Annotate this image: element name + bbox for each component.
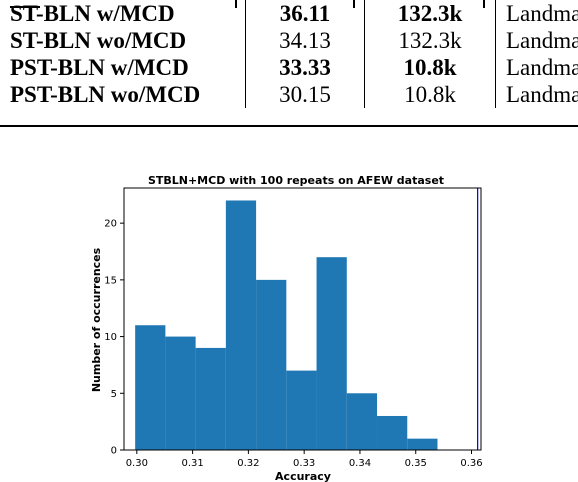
modality-cell: Landmar: [495, 0, 578, 27]
x-tick-label: 0.35: [405, 458, 427, 469]
method-cell: PST-BLN w/MCD: [10, 55, 189, 80]
histogram-bar: [346, 393, 378, 450]
params-cell: 132.3k: [364, 0, 496, 27]
params-cell: 10.8k: [364, 81, 496, 108]
x-tick-label: 0.32: [237, 458, 259, 469]
plot-frame: [123, 187, 482, 451]
table-row: PST-BLN wo/MCD 30.15 10.8k Landmar: [0, 81, 578, 108]
histogram-bar: [407, 438, 438, 450]
table-row: ST-BLN w/MCD 36.11 132.3k Landmar: [0, 0, 578, 27]
histogram-bar: [225, 200, 257, 450]
top-rule-fragment: [10, 6, 40, 8]
table-bottom-rule: [0, 125, 578, 127]
x-axis-ticks: 0.30 0.31 0.32 0.33 0.34 0.35 0.36: [126, 450, 483, 469]
histogram-bar: [256, 279, 287, 450]
method-cell: ST-BLN w/MCD: [10, 1, 175, 26]
x-tick-label: 0.31: [181, 458, 203, 469]
x-tick-label: 0.34: [349, 458, 371, 469]
modality-cell: Landmar: [495, 81, 578, 108]
x-tick-label: 0.36: [460, 458, 482, 469]
accuracy-cell: 30.15: [245, 81, 365, 108]
x-tick-label: 0.33: [293, 458, 315, 469]
histogram-bars: [135, 200, 438, 450]
histogram-bar: [195, 347, 226, 450]
accuracy-cell: 33.33: [245, 54, 365, 81]
histogram-bar: [316, 257, 347, 450]
method-cell: PST-BLN wo/MCD: [10, 82, 201, 107]
y-tick-label: 10: [104, 332, 117, 343]
column-divider: [235, 0, 237, 8]
histogram-bar: [165, 336, 196, 450]
y-tick-label: 15: [104, 275, 117, 286]
histogram-bar: [286, 370, 317, 450]
histogram-bar: [135, 325, 166, 450]
table-row: ST-BLN wo/MCD 34.13 132.3k Landmar: [0, 27, 578, 54]
method-cell: ST-BLN wo/MCD: [10, 28, 187, 53]
y-axis-label: Number of occurrences: [90, 247, 103, 392]
params-cell: 10.8k: [364, 54, 496, 81]
x-tick-label: 0.30: [126, 458, 148, 469]
accuracy-cell: 36.11: [245, 0, 365, 27]
y-tick-label: 0: [111, 446, 117, 457]
y-tick-label: 20: [104, 219, 117, 230]
table-row: PST-BLN w/MCD 33.33 10.8k Landmar: [0, 54, 578, 81]
histogram-bar: [377, 415, 408, 450]
results-table: ST-BLN w/MCD 36.11 132.3k Landmar ST-BLN…: [0, 0, 578, 108]
modality-cell: Landmar: [495, 27, 578, 54]
chart-title: STBLN+MCD with 100 repeats on AFEW datas…: [148, 174, 444, 187]
x-axis-label: Accuracy: [275, 470, 331, 482]
modality-cell: Landmar: [495, 54, 578, 81]
y-axis-ticks: 0 5 10 15 20: [104, 219, 124, 457]
params-cell: 132.3k: [364, 27, 496, 54]
accuracy-cell: 34.13: [245, 27, 365, 54]
y-tick-label: 5: [111, 389, 117, 400]
accuracy-histogram: STBLN+MCD with 100 repeats on AFEW datas…: [90, 174, 483, 482]
